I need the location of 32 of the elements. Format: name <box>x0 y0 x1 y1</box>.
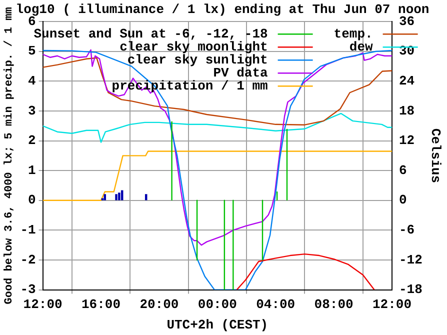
y2-tick-label: 0 <box>398 192 407 208</box>
y-tick-label: -2 <box>20 252 36 268</box>
x-tick-label: 04:00 <box>256 296 296 312</box>
y2-tick-label: -18 <box>398 282 423 298</box>
y-tick-label: 0 <box>28 192 36 208</box>
y-tick-label: -3 <box>20 282 36 298</box>
x-tick-label: 16:00 <box>81 296 121 312</box>
x-tick-label: 12:00 <box>372 296 412 312</box>
legend-label: dew <box>349 39 373 54</box>
x-tick-label: 00:00 <box>198 296 238 312</box>
y2-tick-label: 18 <box>398 103 415 118</box>
y2-tick-label: -12 <box>398 252 423 268</box>
y2-tick-label: 6 <box>398 162 407 178</box>
y2-tick-label: -6 <box>398 222 415 238</box>
y-tick-label: 5 <box>28 44 36 59</box>
y-tick-label: 2 <box>28 133 36 148</box>
y2-axis-title: Celsius <box>428 128 443 184</box>
y2-tick-label: 24 <box>398 73 415 88</box>
y-tick-label: 3 <box>28 103 36 118</box>
y-tick-label: 4 <box>28 73 36 88</box>
legend-label: temp. <box>334 26 373 42</box>
y-tick-label: -1 <box>20 222 36 238</box>
y-tick-label: 1 <box>28 162 36 178</box>
x-axis-title: UTC+2h (CEST) <box>166 317 268 332</box>
x-tick-label: 12:00 <box>23 296 62 312</box>
x-tick-label: 20:00 <box>140 296 179 312</box>
legend-label: PV data <box>213 65 268 80</box>
y2-tick-label: 12 <box>398 133 415 148</box>
x-tick-label: 08:00 <box>314 296 354 312</box>
legend-label: clear sky sunlight <box>127 52 268 68</box>
y-axis-title: Good below 3.6, 4000 lx; 5 min precip. / 1 mm <box>3 6 16 304</box>
legend-label: clear sky moonlight <box>120 39 268 54</box>
